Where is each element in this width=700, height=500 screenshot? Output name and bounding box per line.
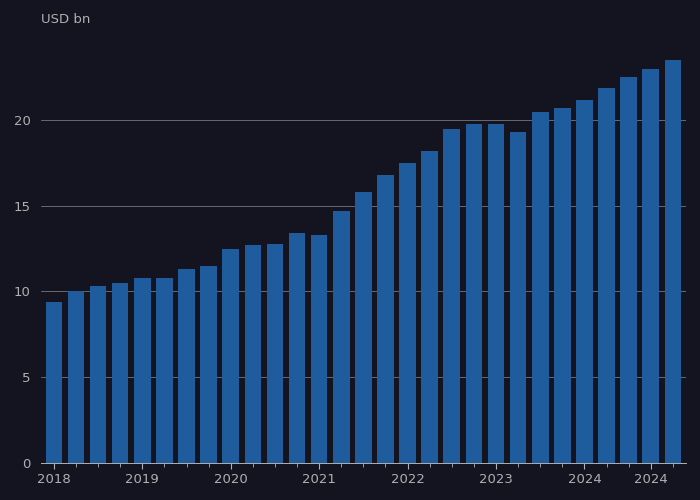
- Bar: [289, 233, 305, 462]
- Bar: [510, 132, 526, 462]
- Bar: [620, 78, 637, 462]
- Bar: [333, 211, 349, 463]
- Bar: [466, 124, 482, 462]
- Bar: [112, 283, 129, 463]
- Bar: [200, 266, 217, 462]
- Bar: [421, 151, 438, 462]
- Bar: [643, 69, 659, 462]
- Bar: [156, 278, 173, 462]
- Bar: [532, 112, 549, 463]
- Bar: [664, 60, 681, 462]
- Bar: [134, 278, 150, 462]
- Bar: [576, 100, 593, 462]
- Bar: [377, 175, 394, 463]
- Bar: [223, 248, 239, 462]
- Bar: [444, 129, 460, 462]
- Bar: [68, 292, 84, 462]
- Bar: [355, 192, 372, 462]
- Bar: [488, 124, 504, 462]
- Text: USD bn: USD bn: [41, 13, 90, 26]
- Bar: [554, 108, 570, 463]
- Bar: [598, 88, 615, 462]
- Bar: [46, 302, 62, 462]
- Bar: [399, 163, 416, 462]
- Bar: [244, 245, 261, 462]
- Bar: [267, 244, 284, 462]
- Bar: [311, 235, 328, 462]
- Bar: [90, 286, 106, 463]
- Bar: [178, 269, 195, 462]
